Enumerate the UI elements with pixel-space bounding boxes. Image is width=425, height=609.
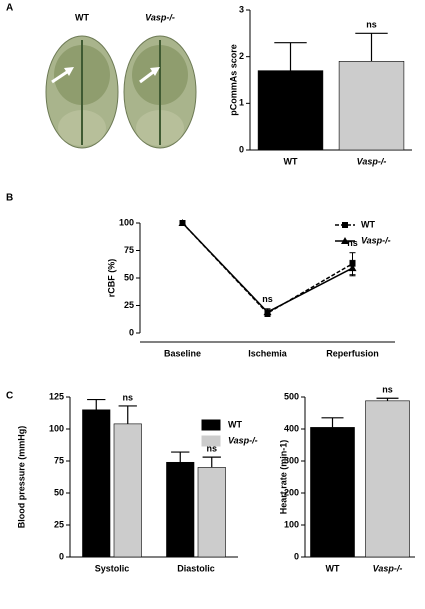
bar [257,70,324,151]
image-label: WT [75,12,89,22]
y-tick-label: 75 [54,455,64,465]
y-tick-label: 25 [124,300,134,310]
annotation: ns [262,294,273,304]
annotation: ns [347,238,358,248]
y-axis-label: Heart rate (min-1) [278,440,288,515]
x-tick-label: WT [326,563,340,573]
y-tick-label: 125 [49,391,64,401]
y-axis-label: pCommAs score [228,44,238,116]
bar [197,467,226,558]
point [348,264,357,272]
annotation: ns [122,392,133,402]
y-tick-label: 75 [124,245,134,255]
y-tick-label: 0 [59,551,64,561]
y-tick-label: 2 [239,51,244,61]
x-tick-label: Baseline [164,348,201,358]
panel-letter: B [6,193,13,204]
legend-swatch [201,435,221,447]
x-tick-label: Vasp-/- [357,156,387,166]
point [178,219,187,226]
x-tick-label: Diastolic [177,563,215,573]
y-tick-label: 100 [284,519,299,529]
annotation: ns [382,385,393,395]
bar [166,461,195,558]
image-label: Vasp-/- [145,12,175,22]
annotation: ns [366,20,377,30]
bar [82,409,111,558]
bar [113,423,142,558]
bar [365,400,410,558]
y-tick-label: 300 [284,455,299,465]
brain-photos [45,35,197,149]
y-tick-label: 100 [119,217,134,227]
legend-label: WT [228,419,242,429]
x-tick-label: Reperfusion [326,348,379,358]
legend-label: WT [361,219,375,229]
y-tick-label: 3 [239,4,244,14]
y-tick-label: 0 [129,327,134,337]
bar [310,427,355,558]
y-tick-label: 100 [49,423,64,433]
x-tick-label: WT [284,156,298,166]
y-axis-label: Blood pressure (mmHg) [16,426,26,529]
y-tick-label: 0 [239,144,244,154]
bar [338,61,405,151]
panel-letter: A [6,3,13,14]
y-tick-label: 200 [284,487,299,497]
x-tick-label: Ischemia [248,348,288,358]
x-tick-label: Systolic [95,563,130,573]
legend-marker [341,237,349,244]
y-tick-label: 0 [294,551,299,561]
y-tick-label: 500 [284,391,299,401]
annotation: ns [206,444,217,454]
panel-letter: C [6,391,13,402]
y-tick-label: 1 [239,98,244,108]
legend-label: Vasp-/- [361,235,391,245]
legend-label: Vasp-/- [228,435,258,445]
y-tick-label: 25 [54,519,64,529]
legend-marker [342,222,348,228]
y-tick-label: 50 [124,272,134,282]
point [263,308,272,316]
legend-swatch [201,419,221,431]
y-tick-label: 50 [54,487,64,497]
y-tick-label: 400 [284,423,299,433]
y-axis-label: rCBF (%) [106,259,116,298]
x-tick-label: Vasp-/- [373,563,403,573]
